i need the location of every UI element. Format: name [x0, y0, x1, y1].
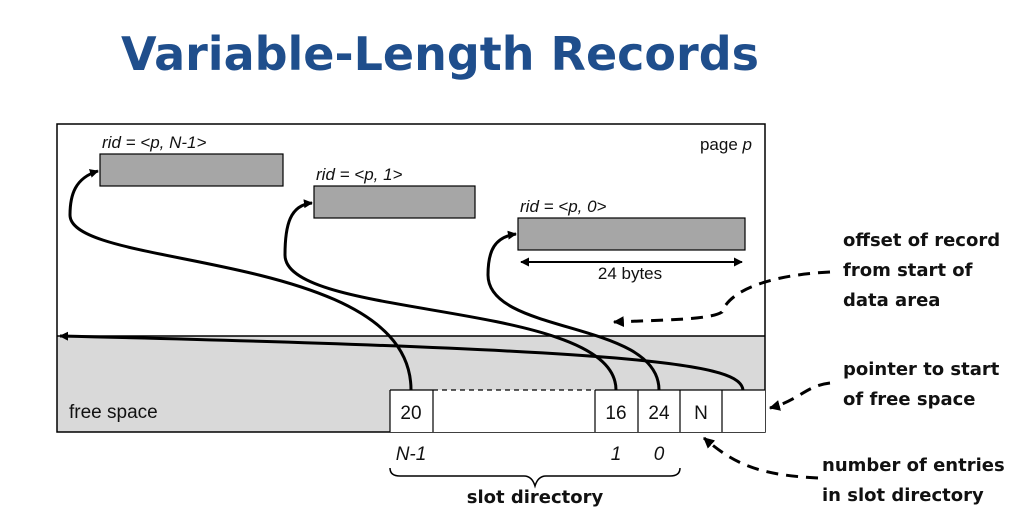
page-label: page p: [700, 135, 752, 154]
slot-value-n-1: 20: [400, 403, 421, 424]
rid-label-0: rid = <p, 0>: [520, 197, 607, 216]
slot-directory-label: slot directory: [467, 487, 604, 508]
annotation-offset-arrow: [612, 270, 831, 328]
annotation-entries-arrow: [703, 436, 819, 480]
record-0: [517, 217, 746, 251]
page-title: Variable-Length Records: [121, 27, 759, 81]
slot-directory-region: [390, 390, 765, 432]
record-size-label: 24 bytes: [598, 264, 662, 283]
record-1: [313, 185, 476, 219]
slot-pointer-n-1: [68, 169, 413, 391]
annotation-entries-line-1: number of entries: [822, 455, 1005, 476]
annotation-offset-line-2: from start of: [843, 260, 973, 281]
slot-pointer-0: [486, 230, 661, 391]
annotation-offset: offset of record from start of data area: [843, 230, 1000, 311]
free-space-label: free space: [69, 402, 158, 423]
slot-index-0: 0: [654, 444, 665, 465]
annotation-pointer-line-2: of free space: [843, 389, 975, 410]
slot-pointer-1: [283, 199, 618, 391]
slot-index-n-1: N-1: [396, 444, 427, 465]
annotation-pointer-line-1: pointer to start: [843, 359, 1000, 380]
annotation-offset-line-3: data area: [843, 290, 940, 311]
annotation-entries-line-2: in slot directory: [822, 485, 984, 506]
record-n-1: [99, 153, 284, 187]
slot-value-1: 16: [605, 403, 626, 424]
annotation-pointer-arrow: [768, 381, 831, 411]
slot-index-1: 1: [611, 444, 622, 465]
annotation-offset-line-1: offset of record: [843, 230, 1000, 251]
annotation-pointer: pointer to start of free space: [843, 359, 1000, 410]
rid-label-1: rid = <p, 1>: [316, 165, 403, 184]
annotation-entries: number of entries in slot directory: [822, 455, 1005, 506]
slot-value-0: 24: [648, 403, 670, 424]
rid-label-n-1: rid = <p, N-1>: [102, 133, 206, 152]
slot-directory-brace: [389, 467, 681, 489]
free-space-pointer: [59, 331, 745, 391]
slot-count: N: [694, 403, 708, 424]
